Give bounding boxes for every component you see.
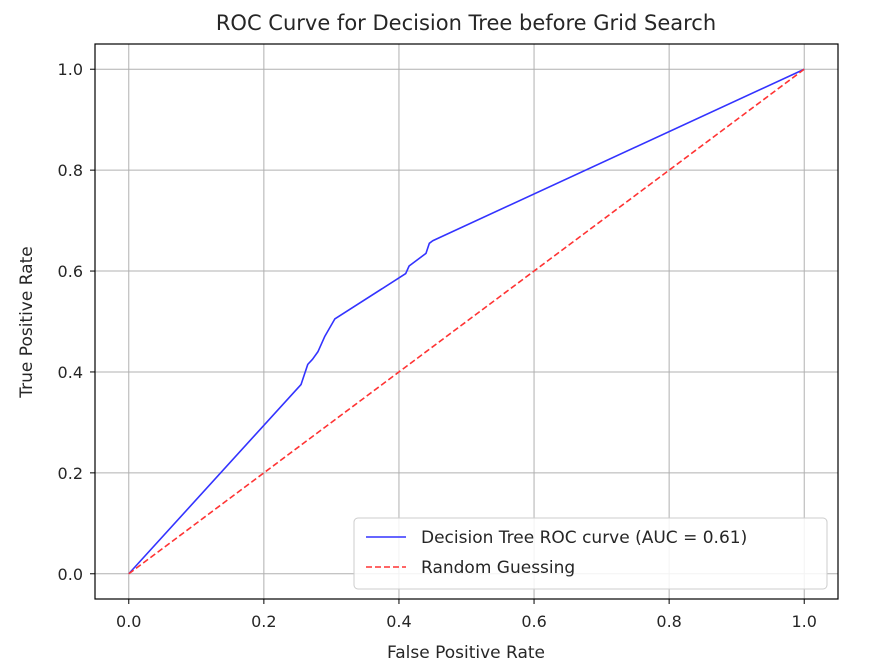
legend-box (353, 517, 828, 590)
axis-ticks: 0.0 0.2 0.4 0.6 0.8 1.0 0.0 0.2 0.4 0.6 0.8 1.0 (58, 60, 817, 631)
x-tick-label: 0.4 (386, 612, 411, 631)
random-guessing-line (128, 68, 805, 575)
x-tick-label: 0.2 (251, 612, 276, 631)
legend-label-roc: Decision Tree ROC curve (AUC = 0.61) (421, 528, 747, 548)
y-tick-label: 0.4 (58, 363, 83, 382)
x-tick-label: 0.8 (656, 612, 681, 631)
y-tick-label: 0.0 (58, 565, 83, 584)
grid-lines (95, 44, 838, 599)
x-tick-label: 1.0 (792, 612, 817, 631)
plot-frame (94, 43, 839, 600)
chart-title: ROC Curve for Decision Tree before Grid … (216, 11, 716, 35)
x-tick-label: 0.6 (521, 612, 546, 631)
x-tick-label: 0.0 (116, 612, 141, 631)
legend: Decision Tree ROC curve (AUC = 0.61) Ran… (353, 517, 828, 590)
y-tick-label: 0.8 (58, 161, 83, 180)
y-tick-label: 1.0 (58, 60, 83, 79)
series-layer (128, 68, 805, 575)
y-tick-label: 0.2 (58, 464, 83, 483)
y-axis-label: True Positive Rate (17, 246, 37, 398)
roc-curve-line (128, 68, 805, 575)
legend-label-random: Random Guessing (421, 558, 575, 578)
y-tick-label: 0.6 (58, 262, 83, 281)
x-axis-label: False Positive Rate (387, 643, 545, 663)
